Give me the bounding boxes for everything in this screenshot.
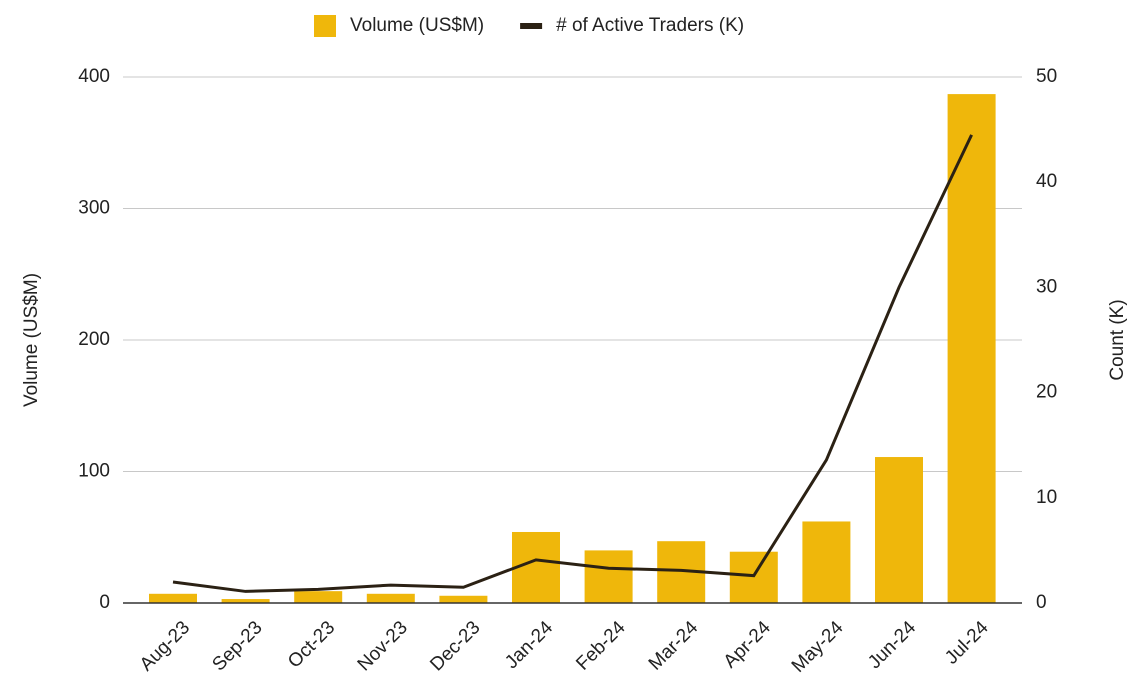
y-tick-label: 200 (78, 329, 110, 350)
x-tick-label: Feb-24 (572, 617, 630, 675)
y2-tick-label: 50 (1036, 66, 1057, 87)
bar (584, 550, 633, 603)
bar (875, 457, 923, 603)
bar (439, 595, 488, 603)
y-tick-label: 300 (78, 198, 110, 219)
bar (366, 593, 415, 603)
y2-tick-label: 40 (1036, 171, 1057, 192)
line (172, 134, 973, 593)
bar (729, 551, 778, 603)
x-tick-label: Jan-24 (501, 617, 557, 673)
y2-axis-title: Count (K) (1107, 299, 1128, 380)
y-tick-label: 100 (78, 461, 110, 482)
bar (947, 94, 996, 603)
x-tick-label: Oct-23 (284, 617, 339, 672)
x-tick-label: Jul-24 (941, 617, 993, 669)
x-tick-label: Nov-23 (354, 617, 412, 675)
bar (802, 521, 851, 603)
legend-swatch (314, 15, 336, 37)
legend-swatch (520, 23, 543, 29)
legend-label: # of Active Traders (K) (556, 15, 744, 36)
x-tick-label: Aug-23 (136, 617, 194, 675)
x-tick-label: May-24 (788, 617, 848, 677)
y-tick-label: 0 (99, 592, 110, 613)
bar (149, 593, 197, 603)
y-tick-label: 400 (78, 66, 110, 87)
y2-tick-label: 20 (1036, 382, 1057, 403)
bar (294, 591, 343, 603)
x-tick-label: Jun-24 (864, 617, 920, 673)
x-tick-label: Sep-23 (209, 617, 267, 675)
y2-tick-label: 0 (1036, 592, 1047, 613)
legend-label: Volume (US$M) (350, 15, 484, 36)
y2-tick-label: 30 (1036, 276, 1057, 297)
y-axis-title: Volume (US$M) (21, 273, 42, 407)
bar (221, 599, 270, 603)
x-tick-label: Dec-23 (426, 617, 484, 675)
y2-tick-label: 10 (1036, 487, 1057, 508)
x-tick-label: Apr-24 (720, 617, 775, 672)
x-tick-label: Mar-24 (645, 617, 703, 675)
